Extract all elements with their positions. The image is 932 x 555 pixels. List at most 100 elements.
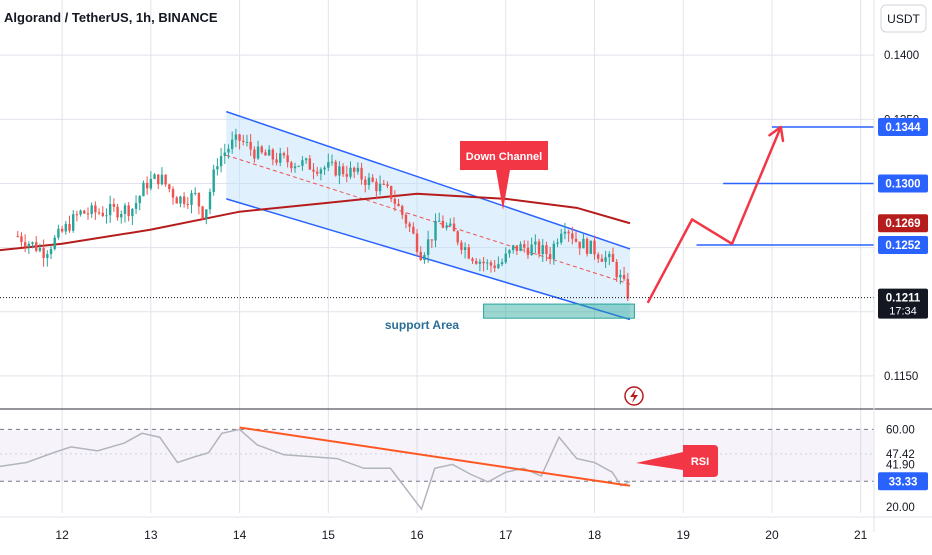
candle-body xyxy=(471,258,474,261)
candle-body xyxy=(548,254,552,260)
candle-body xyxy=(338,166,341,176)
candle-body xyxy=(201,206,204,219)
candle-body xyxy=(523,244,526,248)
candle-body xyxy=(493,265,496,269)
rsi-badge: 33.33 xyxy=(889,476,918,488)
candle-body xyxy=(537,241,541,255)
candle-body xyxy=(589,240,593,254)
candle-body xyxy=(234,134,238,140)
candle-body xyxy=(467,247,470,259)
candle-body xyxy=(604,257,607,262)
support-area-box xyxy=(483,303,635,319)
candle-body xyxy=(541,245,544,255)
rsi-pane xyxy=(0,426,874,511)
candle-body xyxy=(230,139,234,149)
price-label: 0.1211 xyxy=(886,293,921,305)
candle-body xyxy=(293,166,297,169)
candle-body xyxy=(341,166,345,175)
lightning-icon[interactable] xyxy=(624,386,644,406)
candle-body xyxy=(160,174,164,185)
candle-body xyxy=(297,165,300,167)
candle-body xyxy=(290,162,293,169)
candle-body xyxy=(500,262,504,265)
down-channel-label: Down Channel xyxy=(466,151,542,163)
candle-body xyxy=(38,247,42,251)
candle-body xyxy=(423,255,426,261)
candle-body xyxy=(426,239,430,256)
candle-body xyxy=(68,224,71,231)
candle-body xyxy=(316,171,319,174)
candle-body xyxy=(131,208,134,217)
candle-body xyxy=(449,223,452,226)
candle-body xyxy=(438,220,441,222)
candle-body xyxy=(182,196,186,204)
rsi-level-label: 60.00 xyxy=(886,424,915,436)
moving-average xyxy=(0,192,631,252)
chart-title: Algorand / TetherUS, 1h, BINANCE xyxy=(4,10,218,25)
time-tick-label: 18 xyxy=(588,528,602,542)
candle-body xyxy=(474,260,478,264)
candle-body xyxy=(593,240,596,255)
candle-body xyxy=(460,242,463,250)
candle-body xyxy=(227,148,230,153)
candle-body xyxy=(596,254,600,259)
price-label-box xyxy=(878,118,928,137)
candle-body xyxy=(330,161,334,163)
candle-body xyxy=(16,236,19,238)
candle-body xyxy=(327,162,330,168)
candle-body xyxy=(434,221,437,241)
candle-body xyxy=(242,140,245,142)
candle-body xyxy=(441,220,445,228)
candlesticks xyxy=(16,128,629,301)
channel-midline xyxy=(226,154,631,285)
candle-body xyxy=(157,174,160,185)
down-channel-callout: Down Channel xyxy=(460,141,548,210)
candle-body xyxy=(142,182,145,197)
candle-body xyxy=(238,134,241,141)
candle-body xyxy=(530,244,533,256)
candle-body xyxy=(42,247,45,258)
channel-upper-line xyxy=(226,110,631,250)
candle-body xyxy=(260,146,263,153)
candle-body xyxy=(90,205,93,214)
candle-body xyxy=(57,228,60,238)
projection-arrowhead xyxy=(768,125,785,143)
currency-button[interactable]: USDT xyxy=(880,4,927,33)
candle-body xyxy=(622,274,626,279)
candle-body xyxy=(393,198,397,204)
time-tick-label: 15 xyxy=(322,528,336,542)
candle-body xyxy=(486,262,489,264)
candle-body xyxy=(489,262,493,266)
candle-body xyxy=(560,233,563,243)
candle-body xyxy=(319,169,323,174)
candle-body xyxy=(304,158,308,161)
candle-body xyxy=(419,251,422,261)
currency-button-label: USDT xyxy=(887,12,920,26)
candle-body xyxy=(208,191,212,210)
candle-body xyxy=(271,149,275,160)
candle-body xyxy=(149,178,153,189)
candle-body xyxy=(497,264,500,269)
candle-body xyxy=(508,250,511,254)
candle-body xyxy=(463,247,467,250)
candle-body xyxy=(120,213,123,218)
price-label: 0.1300 xyxy=(885,178,920,190)
candle-body xyxy=(389,186,393,199)
candle-body xyxy=(79,210,82,215)
candle-body xyxy=(105,215,108,217)
price-tick-label: 0.1400 xyxy=(884,50,919,62)
rsi-label: RSI xyxy=(691,456,709,468)
candle-body xyxy=(223,152,226,157)
rsi-tick-label: 20.00 xyxy=(886,502,915,514)
candle-body xyxy=(563,231,567,234)
candle-body xyxy=(194,192,197,194)
candle-body xyxy=(534,241,537,245)
candle-body xyxy=(430,239,434,241)
candle-body xyxy=(53,237,56,250)
candle-body xyxy=(168,184,171,190)
rsi-badge-box xyxy=(878,472,928,491)
time-tick-label: 20 xyxy=(765,528,779,542)
candle-body xyxy=(619,274,622,278)
